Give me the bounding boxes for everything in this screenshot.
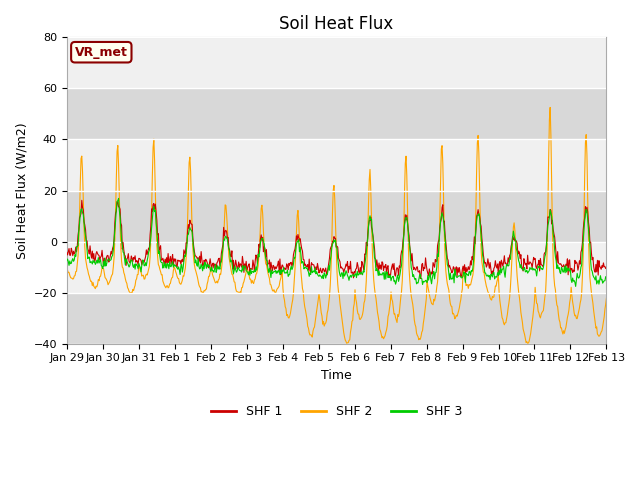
- SHF 1: [184, 228, 191, 234]
- SHF 2: [547, 105, 554, 110]
- SHF 3: [63, 257, 70, 263]
- SHF 2: [128, 290, 136, 296]
- SHF 2: [73, 268, 81, 274]
- SHF 2: [419, 328, 426, 334]
- Line: SHF 3: SHF 3: [67, 198, 607, 287]
- Y-axis label: Soil Heat Flux (W/m2): Soil Heat Flux (W/m2): [15, 122, 28, 259]
- SHF 3: [184, 232, 191, 238]
- Bar: [67, 37, 607, 88]
- Bar: [67, 140, 607, 191]
- SHF 3: [603, 276, 611, 281]
- SHF 1: [129, 259, 137, 264]
- SHF 1: [78, 197, 86, 203]
- Bar: [67, 191, 607, 241]
- SHF 2: [403, 172, 411, 178]
- SHF 1: [417, 276, 424, 281]
- X-axis label: Time: Time: [321, 369, 352, 382]
- SHF 1: [403, 212, 411, 218]
- SHF 1: [419, 268, 427, 274]
- SHF 2: [63, 262, 70, 267]
- Title: Soil Heat Flux: Soil Heat Flux: [280, 15, 394, 33]
- Bar: [67, 241, 607, 293]
- Line: SHF 1: SHF 1: [67, 200, 607, 278]
- Bar: [67, 293, 607, 344]
- SHF 1: [603, 264, 611, 270]
- SHF 2: [343, 341, 351, 347]
- SHF 3: [212, 269, 220, 275]
- SHF 1: [63, 250, 70, 255]
- SHF 1: [73, 249, 81, 254]
- Legend: SHF 1, SHF 2, SHF 3: SHF 1, SHF 2, SHF 3: [206, 400, 467, 423]
- Line: SHF 2: SHF 2: [67, 108, 607, 344]
- SHF 3: [572, 284, 579, 289]
- SHF 3: [129, 263, 137, 269]
- SHF 2: [183, 238, 191, 244]
- SHF 2: [603, 295, 611, 301]
- SHF 2: [212, 280, 220, 286]
- Bar: [67, 88, 607, 140]
- SHF 3: [419, 282, 426, 288]
- SHF 1: [212, 266, 220, 272]
- SHF 3: [73, 244, 81, 250]
- SHF 3: [115, 195, 122, 201]
- Text: VR_met: VR_met: [75, 46, 128, 59]
- SHF 3: [403, 215, 411, 221]
